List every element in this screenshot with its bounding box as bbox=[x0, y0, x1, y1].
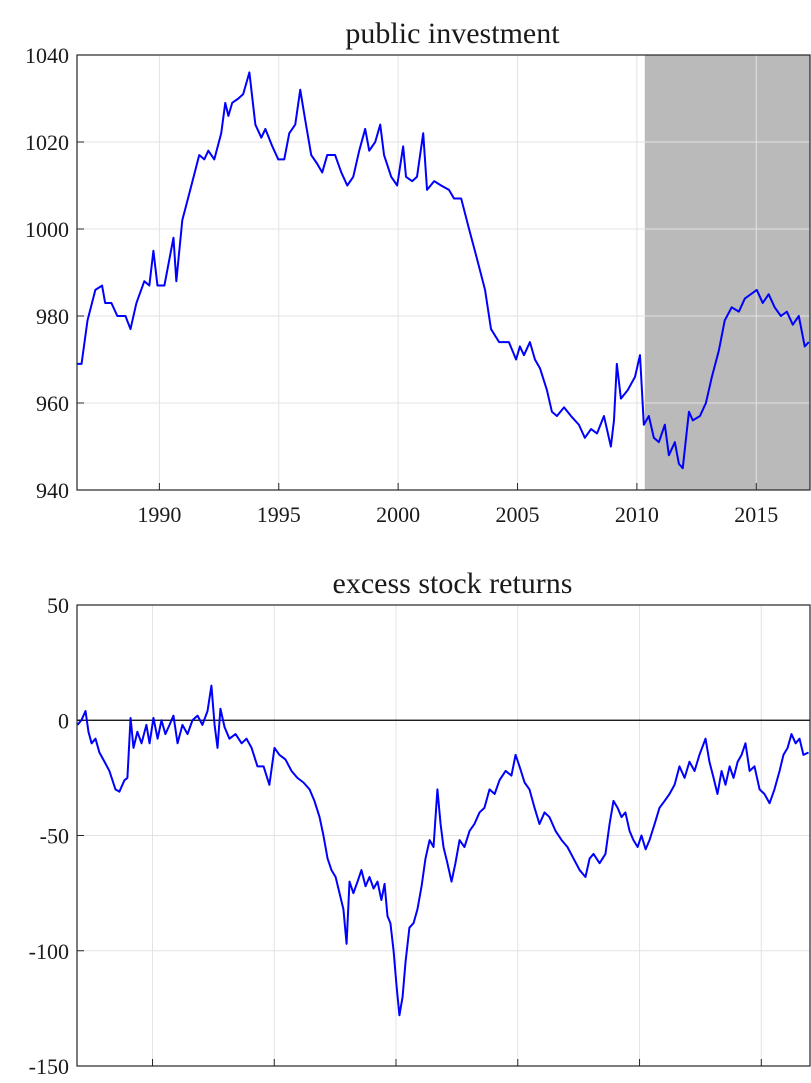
data-line bbox=[77, 684, 809, 1017]
y-tick-label: 1040 bbox=[25, 43, 69, 68]
x-tick-label: 2015 bbox=[734, 502, 778, 527]
x-tick-label: 1995 bbox=[257, 502, 301, 527]
y-tick-label: 940 bbox=[36, 478, 69, 503]
y-tick-label: 960 bbox=[36, 391, 69, 416]
y-tick-label: 0 bbox=[58, 708, 69, 733]
axes-box bbox=[76, 54, 811, 491]
x-tick-label: 1990 bbox=[137, 502, 181, 527]
y-tick-label: -150 bbox=[29, 1054, 69, 1079]
y-tick-label: -50 bbox=[40, 824, 69, 849]
x-tick-label: Jan, 00 bbox=[365, 1078, 427, 1083]
chart-title: excess stock returns bbox=[333, 567, 573, 600]
y-tick-label: -100 bbox=[29, 939, 69, 964]
x-tick-label: Jan, 95 bbox=[243, 1078, 305, 1083]
shaded-region bbox=[644, 55, 810, 490]
y-tick-label: 980 bbox=[36, 304, 69, 329]
x-tick-label: Jan, 90 bbox=[121, 1078, 183, 1083]
axes-box bbox=[76, 604, 811, 1067]
x-tick-label: 2005 bbox=[496, 502, 540, 527]
y-tick-label: 50 bbox=[47, 593, 69, 618]
y-tick-label: 1020 bbox=[25, 130, 69, 155]
y-tick-label: 1000 bbox=[25, 217, 69, 242]
data-line bbox=[77, 71, 810, 470]
x-tick-label: Jan, 05 bbox=[487, 1078, 549, 1083]
x-tick-label: 2000 bbox=[376, 502, 420, 527]
x-tick-label: 2010 bbox=[615, 502, 659, 527]
x-tick-label: Jan, 15 bbox=[730, 1078, 792, 1083]
chart-title: public investment bbox=[345, 17, 560, 50]
x-tick-label: Jan, 10 bbox=[608, 1078, 670, 1083]
